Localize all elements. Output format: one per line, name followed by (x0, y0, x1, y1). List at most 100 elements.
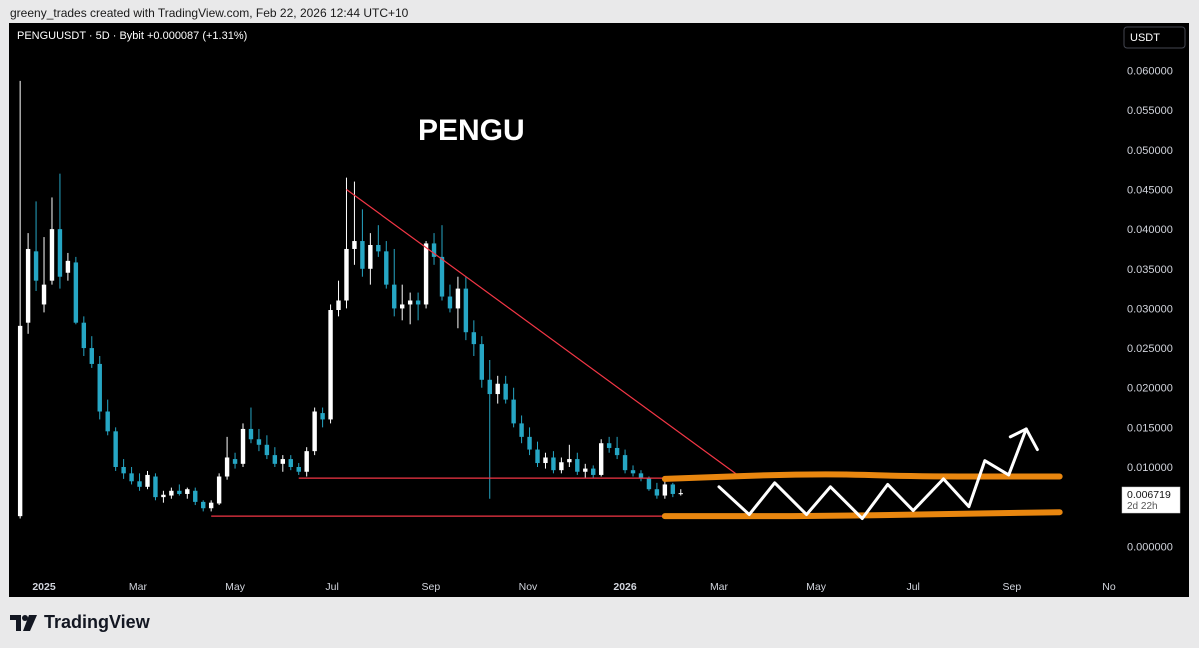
y-tick-label: 0.060000 (1127, 66, 1173, 78)
projection-zigzag (717, 427, 1028, 521)
y-tick-label: 0.015000 (1127, 422, 1173, 434)
x-tick-label: No (1102, 581, 1116, 593)
candle-body (185, 489, 190, 494)
candle-body (320, 413, 325, 420)
candle-body (344, 248, 349, 301)
candle-body (113, 431, 118, 467)
candle-body (614, 447, 620, 456)
candle-body (328, 310, 333, 420)
candle-body (41, 284, 47, 305)
y-tick-label: 0.025000 (1127, 343, 1173, 355)
x-axis: 2025 Mar May Jul Sep Nov 2026 Mar May Jul Sep No (32, 581, 1116, 593)
candle-body (296, 467, 301, 472)
candle-body (248, 428, 254, 440)
candle-body (97, 363, 102, 412)
candle-body (352, 241, 357, 249)
candle-body (312, 411, 317, 452)
candle-body (384, 251, 389, 285)
candle-body (360, 241, 365, 269)
candle-body (224, 457, 230, 477)
candle-body (670, 484, 676, 494)
candle-body (145, 474, 150, 487)
candle-body (551, 457, 556, 471)
candle-body (654, 489, 660, 496)
candle-body (49, 229, 55, 281)
chart-frame[interactable]: PENGUUSDT · 5D · Bybit +0.000087 (+1.31%… (9, 23, 1189, 597)
x-tick-label: Mar (710, 581, 729, 593)
candle-body (606, 443, 612, 448)
x-tick-label: Jul (325, 581, 338, 593)
candle-body (376, 245, 381, 252)
candle-body (161, 494, 166, 498)
candle-body (487, 379, 492, 395)
y-tick-label: 0.035000 (1127, 264, 1173, 276)
candle-body (431, 243, 437, 257)
candle-body (153, 476, 158, 498)
y-tick-label: 0.055000 (1127, 105, 1173, 117)
candlestick-chart[interactable]: PENGUUSDT · 5D · Bybit +0.000087 (+1.31%… (9, 23, 1189, 597)
zone-upper (661, 471, 1063, 482)
tradingview-logo-text: TradingView (44, 612, 150, 632)
candle-body (336, 300, 341, 311)
candle-body (678, 493, 683, 495)
candle-body (232, 459, 238, 464)
candle-body (415, 300, 421, 305)
candle-body (193, 490, 198, 502)
candle-body (662, 484, 668, 496)
candle-body (638, 473, 644, 479)
x-tick-label: Sep (1003, 581, 1022, 593)
candle-body (447, 296, 453, 309)
candle-body (495, 383, 500, 395)
candle-body (256, 439, 262, 445)
x-tick-label: May (806, 581, 827, 593)
candle-body (598, 443, 604, 475)
candle-body (105, 411, 110, 432)
candle-body (559, 462, 564, 471)
y-tick-label: 0.045000 (1127, 185, 1173, 197)
candle-body (368, 245, 373, 269)
x-tick-label: Jul (906, 581, 919, 593)
x-tick-label: 2026 (613, 581, 637, 593)
y-tick-label: 0.050000 (1127, 145, 1173, 157)
candle-body (463, 288, 469, 333)
candle-body (622, 455, 628, 471)
projection-arrow-head (1008, 427, 1039, 452)
tradingview-logo[interactable]: TradingView (10, 612, 150, 633)
candle-body (121, 467, 126, 474)
candle-body (399, 304, 405, 309)
currency-button[interactable] (1123, 26, 1186, 49)
candle-body (567, 459, 572, 463)
candle-body (535, 449, 540, 464)
last-price-box (1121, 486, 1181, 514)
candle-body (503, 383, 508, 400)
candle-body (423, 243, 429, 305)
candle-body (137, 481, 142, 487)
zone-lines (661, 471, 1063, 520)
annotation-title: PENGU (418, 114, 525, 147)
tradingview-logo-icon (10, 614, 37, 631)
projection-path (717, 427, 1039, 521)
candle-body (439, 256, 445, 297)
currency-label: USDT (1130, 32, 1160, 44)
last-price-value: 0.006719 (1127, 489, 1171, 501)
x-tick-label: Nov (519, 581, 538, 593)
candle-body (527, 436, 532, 450)
candle-body (392, 284, 397, 309)
candle-body (33, 251, 39, 281)
candle-body (519, 423, 524, 437)
candle-body (280, 459, 286, 464)
candle-body (240, 428, 246, 464)
y-axis: 0.060000 0.055000 0.050000 0.045000 0.040000… (1127, 66, 1173, 554)
x-tick-label: May (225, 581, 246, 593)
last-price-countdown: 2d 22h (1127, 501, 1158, 512)
candle-body (288, 459, 293, 467)
x-tick-label: Mar (129, 581, 148, 593)
y-tick-label: 0.030000 (1127, 303, 1173, 315)
candle-body (208, 502, 214, 509)
candle-body (17, 325, 23, 517)
candle-body (89, 348, 94, 364)
candle-body (479, 344, 484, 380)
candle-body (511, 399, 516, 424)
candles (17, 80, 683, 519)
candle-body (471, 332, 477, 345)
